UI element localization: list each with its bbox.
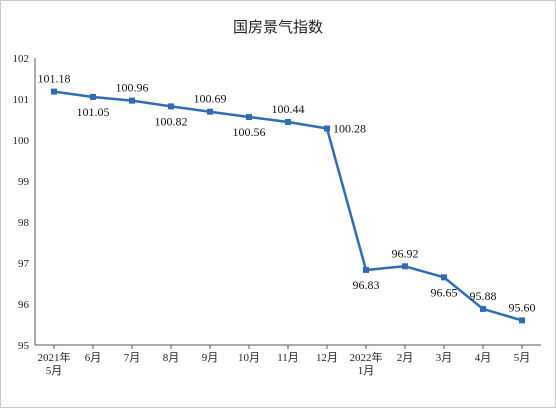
data-label: 100.96 [116, 81, 149, 95]
y-tick-label: 100 [13, 135, 30, 147]
data-point [519, 317, 525, 324]
data-label: 95.60 [509, 300, 536, 314]
x-tick-label: 2021年 [38, 350, 71, 364]
data-label: 101.05 [77, 105, 110, 119]
x-tick-label: 4月 [475, 352, 492, 364]
x-tick-label: 5月 [514, 352, 531, 364]
data-point [51, 88, 57, 95]
data-point [207, 108, 213, 115]
data-point [324, 125, 330, 132]
data-labels: 101.18 101.05 100.96 100.82 100.69 100.56 100.… [38, 72, 536, 315]
data-label: 100.44 [272, 102, 305, 116]
data-label: 100.28 [333, 122, 366, 136]
x-tick-label: 9月 [202, 352, 219, 364]
x-tick-label: 2月 [397, 352, 414, 364]
data-point [480, 305, 486, 312]
data-point [129, 97, 135, 104]
x-tick-label: 1月 [358, 365, 375, 377]
x-tick-label: 12月 [316, 352, 338, 364]
data-point [402, 263, 408, 270]
data-point [441, 274, 447, 281]
y-tick-label: 95 [18, 340, 30, 352]
y-tick-label: 98 [18, 217, 30, 229]
data-point [168, 103, 174, 110]
x-tick-label: 5月 [46, 365, 63, 377]
data-label: 100.56 [233, 125, 266, 139]
data-label: 95.88 [470, 289, 497, 303]
x-tick-label: 3月 [436, 352, 453, 364]
data-point [363, 266, 369, 273]
axes [34, 58, 541, 349]
data-label: 96.65 [431, 285, 458, 299]
data-label: 100.82 [155, 114, 188, 128]
x-tick-label: 8月 [163, 352, 180, 364]
y-tick-label: 101 [13, 94, 30, 106]
data-point [90, 93, 96, 100]
chart-title: 国房景气指数 [232, 18, 323, 36]
data-label: 96.83 [353, 278, 380, 292]
data-label: 96.92 [392, 246, 419, 260]
x-tick-label: 2022年 [350, 350, 383, 364]
x-tick-label: 10月 [238, 352, 260, 364]
y-tick-label: 102 [13, 53, 30, 65]
y-tick-labels: 95 96 97 98 99 100 101 102 [13, 53, 30, 352]
data-points [51, 88, 525, 324]
y-tick-label: 99 [18, 176, 30, 188]
data-label: 101.18 [38, 72, 71, 86]
data-label: 100.69 [194, 92, 227, 106]
y-tick-label: 96 [18, 299, 30, 311]
data-point [246, 114, 252, 121]
data-point [285, 118, 291, 125]
x-tick-label: 6月 [85, 352, 102, 364]
y-tick-label: 97 [18, 258, 30, 270]
x-tick-label: 7月 [124, 352, 141, 364]
x-tick-label: 11月 [277, 352, 299, 364]
